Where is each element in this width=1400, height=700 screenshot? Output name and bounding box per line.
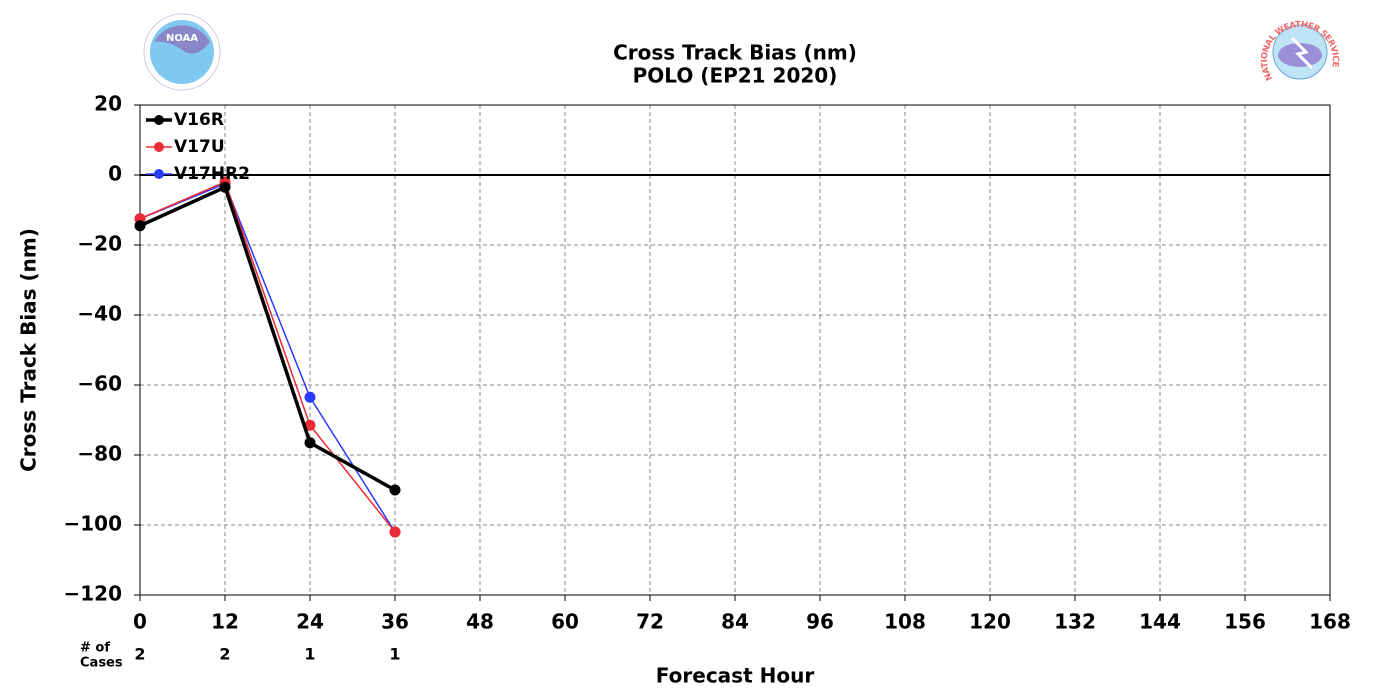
x-tick-label: 108 bbox=[884, 610, 926, 634]
legend-label: V17HR2 bbox=[174, 164, 250, 184]
series-line bbox=[139, 182, 396, 533]
y-tick-label: −40 bbox=[77, 302, 122, 326]
point bbox=[304, 419, 316, 431]
legend-marker bbox=[154, 115, 164, 125]
x-tick-label: 0 bbox=[133, 610, 147, 634]
x-tick-label: 60 bbox=[551, 610, 579, 634]
chart-title: Cross Track Bias (nm) bbox=[613, 41, 857, 65]
point bbox=[389, 526, 401, 538]
cases-label: # of bbox=[80, 641, 110, 656]
point bbox=[304, 437, 316, 449]
x-tick-label: 36 bbox=[381, 610, 409, 634]
plot-frame bbox=[139, 104, 1331, 596]
x-axis-label: Forecast Hour bbox=[656, 664, 815, 688]
x-tick-label: 96 bbox=[806, 610, 834, 634]
series-line bbox=[139, 184, 396, 492]
x-tick-label: 12 bbox=[211, 610, 239, 634]
x-tick-label: 156 bbox=[1224, 610, 1266, 634]
y-tick-label: −60 bbox=[77, 372, 122, 396]
case-count: 2 bbox=[134, 645, 145, 664]
x-tick-label: 24 bbox=[296, 610, 324, 634]
y-tick-label: −80 bbox=[77, 442, 122, 466]
x-tick-label: 84 bbox=[721, 610, 749, 634]
point bbox=[304, 391, 316, 403]
x-tick-label: 168 bbox=[1309, 610, 1351, 634]
case-count: 1 bbox=[304, 645, 315, 664]
x-tick-label: 48 bbox=[466, 610, 494, 634]
legend-marker bbox=[154, 169, 164, 179]
noaa-logo: NOAA bbox=[143, 13, 221, 91]
chart-subtitle: POLO (EP21 2020) bbox=[633, 64, 838, 88]
legend-marker bbox=[154, 142, 164, 152]
legend-label: V17U bbox=[174, 137, 225, 157]
y-axis-label: Cross Track Bias (nm) bbox=[17, 228, 41, 472]
y-tick-label: −120 bbox=[63, 582, 122, 606]
x-tick-label: 144 bbox=[1139, 610, 1181, 634]
cases-label: Cases bbox=[80, 656, 123, 671]
logo-text: NOAA bbox=[166, 33, 198, 44]
legend-label: V16R bbox=[174, 110, 224, 130]
case-count: 1 bbox=[389, 645, 400, 664]
series-line bbox=[139, 180, 396, 533]
x-tick-label: 132 bbox=[1054, 610, 1096, 634]
y-tick-label: −20 bbox=[77, 232, 122, 256]
nws-logo: NATIONAL WEATHER SERVICE bbox=[1259, 19, 1340, 82]
y-tick-label: 20 bbox=[94, 92, 122, 116]
x-tick-label: 120 bbox=[969, 610, 1011, 634]
point bbox=[134, 220, 146, 232]
point bbox=[389, 484, 401, 496]
case-count: 2 bbox=[219, 645, 230, 664]
y-tick-label: −100 bbox=[63, 512, 122, 536]
x-tick-label: 72 bbox=[636, 610, 664, 634]
point bbox=[219, 181, 231, 193]
y-tick-label: 0 bbox=[108, 162, 122, 186]
